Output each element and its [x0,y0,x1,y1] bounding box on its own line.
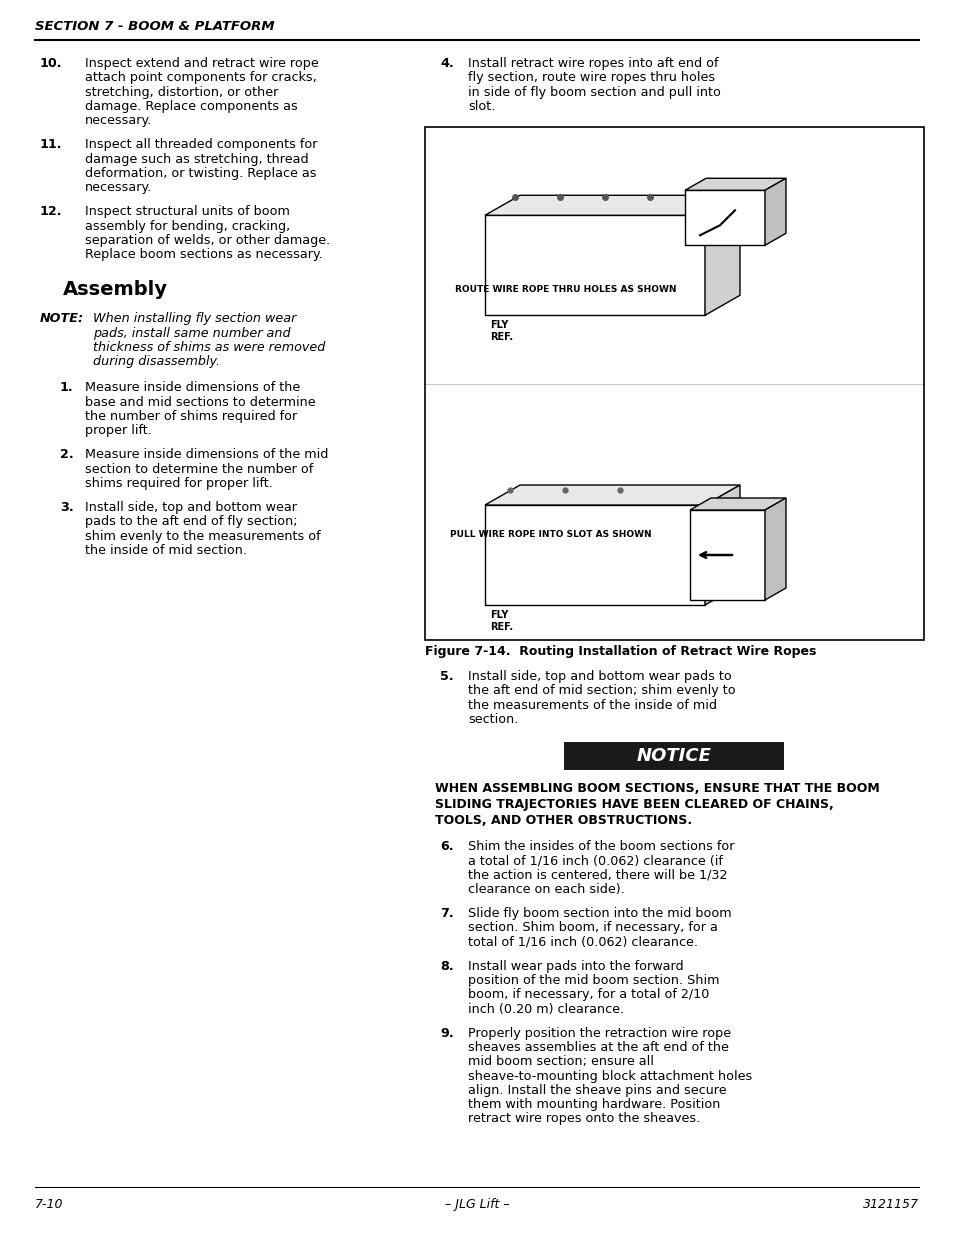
Polygon shape [764,178,785,246]
Text: slot.: slot. [468,100,495,112]
Text: FLY
REF.: FLY REF. [490,320,513,342]
Text: shim evenly to the measurements of: shim evenly to the measurements of [85,530,320,542]
Text: section to determine the number of: section to determine the number of [85,463,313,475]
Text: damage. Replace components as: damage. Replace components as [85,100,297,112]
Text: 11.: 11. [40,138,63,152]
Text: a total of 1/16 inch (0.062) clearance (if: a total of 1/16 inch (0.062) clearance (… [468,855,722,867]
Text: during disassembly.: during disassembly. [92,356,220,368]
Text: the number of shims required for: the number of shims required for [85,410,297,422]
Text: shims required for proper lift.: shims required for proper lift. [85,477,273,490]
Text: 3121157: 3121157 [862,1198,918,1212]
Text: 2.: 2. [60,448,73,462]
Text: Shim the insides of the boom sections for: Shim the insides of the boom sections fo… [468,840,734,853]
Polygon shape [684,178,785,190]
Text: necessary.: necessary. [85,114,152,127]
Text: mid boom section; ensure all: mid boom section; ensure all [468,1056,653,1068]
Text: Inspect extend and retract wire rope: Inspect extend and retract wire rope [85,57,318,70]
Text: Slide fly boom section into the mid boom: Slide fly boom section into the mid boom [468,906,731,920]
Text: NOTICE: NOTICE [637,747,711,764]
Polygon shape [484,195,740,215]
Text: 7-10: 7-10 [35,1198,64,1212]
Text: deformation, or twisting. Replace as: deformation, or twisting. Replace as [85,167,316,180]
Text: Install side, top and bottom wear: Install side, top and bottom wear [85,501,296,514]
Text: Properly position the retraction wire rope: Properly position the retraction wire ro… [468,1026,730,1040]
Polygon shape [704,195,740,315]
Text: 4.: 4. [439,57,454,70]
Text: the action is centered, there will be 1/32: the action is centered, there will be 1/… [468,868,727,882]
Polygon shape [704,485,740,605]
Text: 3.: 3. [60,501,73,514]
Text: Inspect all threaded components for: Inspect all threaded components for [85,138,317,152]
Text: Assembly: Assembly [63,280,168,299]
Polygon shape [484,505,704,605]
Polygon shape [484,485,740,505]
Text: FLY
REF.: FLY REF. [490,610,513,631]
Text: Install wear pads into the forward: Install wear pads into the forward [468,960,683,973]
Text: stretching, distortion, or other: stretching, distortion, or other [85,85,278,99]
Text: 12.: 12. [40,205,63,219]
Text: Install retract wire ropes into aft end of: Install retract wire ropes into aft end … [468,57,718,70]
Text: When installing fly section wear: When installing fly section wear [92,312,296,325]
Text: pads, install same number and: pads, install same number and [92,326,291,340]
Text: 1.: 1. [60,382,73,394]
Text: inch (0.20 m) clearance.: inch (0.20 m) clearance. [468,1003,623,1015]
Text: Inspect structural units of boom: Inspect structural units of boom [85,205,290,219]
Polygon shape [764,498,785,600]
Text: Install side, top and bottom wear pads to: Install side, top and bottom wear pads t… [468,671,731,683]
Text: the inside of mid section.: the inside of mid section. [85,545,247,557]
Text: proper lift.: proper lift. [85,424,152,437]
Text: 5.: 5. [439,671,453,683]
Text: the aft end of mid section; shim evenly to: the aft end of mid section; shim evenly … [468,684,735,698]
Text: 9.: 9. [439,1026,453,1040]
Text: WHEN ASSEMBLING BOOM SECTIONS, ENSURE THAT THE BOOM: WHEN ASSEMBLING BOOM SECTIONS, ENSURE TH… [435,782,879,795]
Text: 10.: 10. [40,57,63,70]
Text: retract wire ropes onto the sheaves.: retract wire ropes onto the sheaves. [468,1113,700,1125]
Text: – JLG Lift –: – JLG Lift – [444,1198,509,1212]
Bar [424,127,923,640]
Text: Measure inside dimensions of the mid: Measure inside dimensions of the mid [85,448,328,462]
Text: the measurements of the inside of mid: the measurements of the inside of mid [468,699,717,711]
Text: fly section, route wire ropes thru holes: fly section, route wire ropes thru holes [468,72,715,84]
Text: necessary.: necessary. [85,182,152,194]
Polygon shape [689,498,785,510]
Text: 7.: 7. [439,906,453,920]
Text: base and mid sections to determine: base and mid sections to determine [85,395,315,409]
Text: align. Install the sheave pins and secure: align. Install the sheave pins and secur… [468,1084,726,1097]
Text: separation of welds, or other damage.: separation of welds, or other damage. [85,233,330,247]
Text: TOOLS, AND OTHER OBSTRUCTIONS.: TOOLS, AND OTHER OBSTRUCTIONS. [435,814,691,827]
Text: 6.: 6. [439,840,453,853]
Text: section.: section. [468,713,517,726]
Polygon shape [689,510,764,600]
Text: Replace boom sections as necessary.: Replace boom sections as necessary. [85,248,322,261]
Text: 8.: 8. [439,960,453,973]
Text: attach point components for cracks,: attach point components for cracks, [85,72,316,84]
Text: assembly for bending, cracking,: assembly for bending, cracking, [85,220,290,232]
Text: pads to the aft end of fly section;: pads to the aft end of fly section; [85,515,297,529]
Text: sheave-to-mounting block attachment holes: sheave-to-mounting block attachment hole… [468,1070,752,1083]
Text: clearance on each side).: clearance on each side). [468,883,624,895]
Text: position of the mid boom section. Shim: position of the mid boom section. Shim [468,974,719,987]
Text: boom, if necessary, for a total of 2/10: boom, if necessary, for a total of 2/10 [468,988,709,1002]
Text: them with mounting hardware. Position: them with mounting hardware. Position [468,1098,720,1112]
Polygon shape [684,190,764,246]
Text: in side of fly boom section and pull into: in side of fly boom section and pull int… [468,85,720,99]
Text: PULL WIRE ROPE INTO SLOT AS SHOWN: PULL WIRE ROPE INTO SLOT AS SHOWN [450,530,651,538]
Text: ROUTE WIRE ROPE THRU HOLES AS SHOWN: ROUTE WIRE ROPE THRU HOLES AS SHOWN [455,285,676,294]
Text: SLIDING TRAJECTORIES HAVE BEEN CLEARED OF CHAINS,: SLIDING TRAJECTORIES HAVE BEEN CLEARED O… [435,798,833,811]
Text: total of 1/16 inch (0.062) clearance.: total of 1/16 inch (0.062) clearance. [468,936,698,948]
Bar [564,742,783,771]
Text: thickness of shims as were removed: thickness of shims as were removed [92,341,325,354]
Text: section. Shim boom, if necessary, for a: section. Shim boom, if necessary, for a [468,921,717,935]
Polygon shape [484,215,704,315]
Text: Figure 7-14.  Routing Installation of Retract Wire Ropes: Figure 7-14. Routing Installation of Ret… [424,645,816,658]
Text: sheaves assemblies at the aft end of the: sheaves assemblies at the aft end of the [468,1041,728,1055]
Text: damage such as stretching, thread: damage such as stretching, thread [85,153,309,165]
Text: NOTE:: NOTE: [40,312,84,325]
Text: SECTION 7 - BOOM & PLATFORM: SECTION 7 - BOOM & PLATFORM [35,20,274,33]
Text: Measure inside dimensions of the: Measure inside dimensions of the [85,382,300,394]
